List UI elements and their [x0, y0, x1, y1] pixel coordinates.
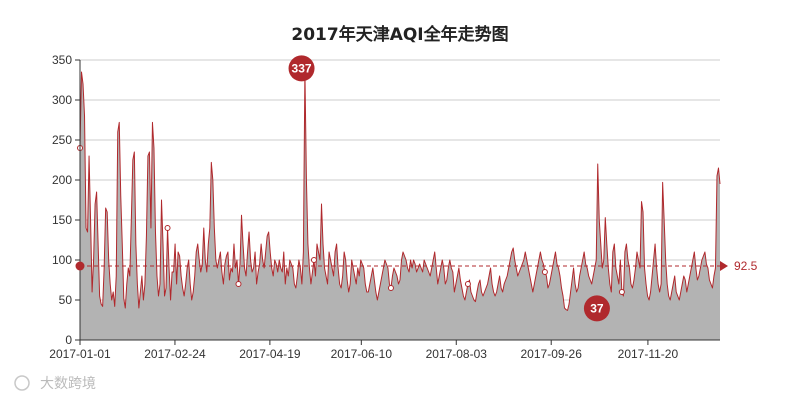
- series-area: [80, 70, 720, 341]
- y-tick-label: 300: [52, 93, 72, 107]
- x-tick-label: 2017-08-03: [426, 347, 488, 361]
- y-tick-label: 250: [52, 133, 72, 147]
- average-start-dot: [75, 261, 85, 271]
- y-tick-label: 100: [52, 253, 72, 267]
- watermark-logo-icon: [14, 375, 30, 391]
- series-point: [235, 281, 242, 287]
- series-point: [618, 289, 625, 295]
- series-line: [79, 69, 721, 311]
- average-end-arrow: [720, 261, 728, 271]
- x-tick-label: 2017-04-19: [239, 347, 301, 361]
- x-tick-label: 2017-11-20: [618, 347, 679, 361]
- series-point: [310, 257, 317, 263]
- y-tick-label: 200: [52, 173, 72, 187]
- watermark-text: 大数跨境: [40, 376, 96, 392]
- x-tick-label: 2017-06-10: [331, 347, 393, 361]
- series-point: [541, 269, 548, 275]
- x-tick-label: 2017-02-24: [144, 347, 206, 361]
- axes: 0 50 100 150 200 250 300 350 2017-01-01 2017-02-2…: [49, 53, 720, 361]
- y-tick-label: 350: [52, 53, 72, 67]
- x-tick-label: 2017-01-01: [49, 347, 111, 361]
- series-point: [164, 225, 171, 231]
- y-tick-label: 0: [65, 333, 72, 347]
- chart-title: 2017年天津AQI全年走势图: [291, 24, 508, 45]
- max-label: 337: [292, 61, 312, 75]
- callouts: 337 37: [288, 55, 610, 322]
- grid-lines: [80, 59, 720, 301]
- series-point: [387, 285, 394, 291]
- min-label: 37: [590, 301, 604, 315]
- y-tick-label: 50: [59, 293, 73, 307]
- plot-area: [77, 69, 721, 341]
- average-markline: 92.5: [75, 259, 758, 273]
- average-label: 92.5: [734, 259, 758, 273]
- max-bubble: [288, 55, 315, 82]
- min-bubble: [583, 295, 610, 322]
- series-point: [464, 281, 471, 287]
- y-tick-label: 150: [52, 213, 72, 227]
- x-tick-label: 2017-09-26: [521, 347, 583, 361]
- watermark: 大数跨境: [14, 375, 96, 392]
